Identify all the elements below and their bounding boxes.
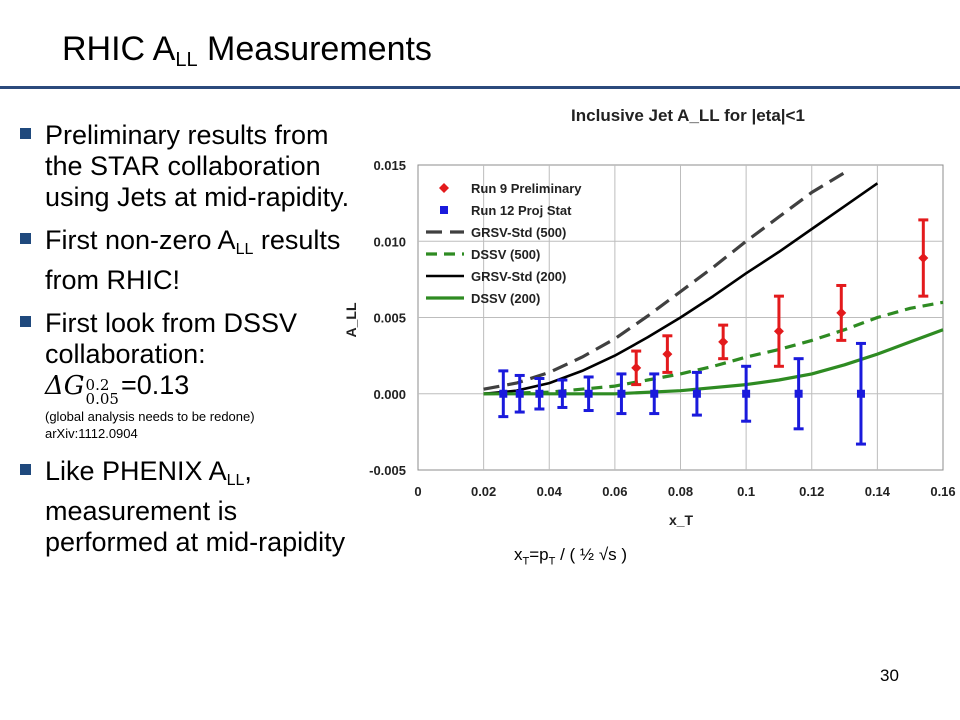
x-tick-label: 0.1 [737,484,755,499]
data-point-square [856,389,865,398]
legend-marker [439,183,449,193]
x-tick-label: 0.06 [602,484,627,499]
data-point-square [499,389,508,398]
x-tick-label: 0.08 [668,484,693,499]
bullet-item-star-results: Preliminary results from the STAR collab… [20,120,350,213]
x-tick-label: 0 [414,484,421,499]
x-tick-label: 0.04 [537,484,563,499]
y-tick-label: 0.005 [373,311,406,326]
series-line [483,300,944,396]
data-point-square [617,389,626,398]
bullet-text: First look from DSSV collaboration: ΔG 0.… [45,308,298,408]
data-point-square [584,389,593,398]
legend-label: GRSV-Std (200) [471,269,566,284]
data-point-diamond [773,326,784,337]
delta-g-value: =0.13 [120,370,190,400]
bullet-square-icon [20,316,31,327]
series-line [483,171,846,391]
data-point-square [558,389,567,398]
xt-formula: xT=pT / ( ½ √s ) [514,545,628,568]
data-point-square [742,389,751,398]
integration-limits: 0.2 0.05 [85,376,119,408]
chart-title: Inclusive Jet A_LL for |eta|<1 [571,106,805,125]
legend-label: Run 12 Proj Stat [471,203,572,218]
legend-label: Run 9 Preliminary [471,181,582,196]
y-tick-label: 0.010 [373,234,406,249]
y-tick-label: 0.015 [373,158,406,173]
x-tick-label: 0.16 [930,484,955,499]
x-axis-label: x_T [669,512,694,528]
y-tick-label: -0.005 [369,463,406,478]
y-axis-label: A_LL [343,302,359,337]
delta-g-symbol: ΔG [45,371,85,401]
arxiv-reference: arXiv:1112.0904 [45,426,138,441]
bullet-text: First non-zero ALL results from RHIC! [45,225,341,295]
data-point-diamond [631,362,642,373]
x-tick-label: 0.12 [799,484,824,499]
bullet-list: Preliminary results from the STAR collab… [20,120,350,570]
y-tick-label: 0.000 [373,387,406,402]
legend-label: DSSV (200) [471,291,540,306]
bullet-item-first-nonzero: First non-zero ALL results from RHIC! [20,225,350,296]
data-point-square [692,389,701,398]
page-number: 30 [880,666,899,685]
bullet-text: Preliminary results from the STAR collab… [45,120,350,212]
bullet-item-phenix: Like PHENIX ALL, measurement is performe… [20,456,350,558]
bullet-square-icon [20,128,31,139]
legend-label: GRSV-Std (500) [471,225,566,240]
data-point-diamond [918,253,929,264]
data-point-diamond [662,349,673,360]
data-point-square [650,389,659,398]
bullet-text: Like PHENIX ALL, measurement is performe… [45,456,346,557]
data-point-square [535,389,544,398]
data-point-square [794,389,803,398]
series-line [483,328,944,396]
data-point-square [515,389,524,398]
data-point-diamond [836,307,847,318]
slide-title: RHIC ALL Measurements [62,30,432,71]
legend-label: DSSV (500) [471,247,540,262]
bullet-note: (global analysis needs to be redone) [45,409,255,424]
bullet-square-icon [20,464,31,475]
x-tick-label: 0.14 [865,484,891,499]
series-line [483,182,879,396]
legend-marker [440,206,448,214]
title-divider [0,86,960,89]
all-chart: Inclusive Jet A_LL for |eta|<1 0 0.02 0.04… [343,106,956,528]
bullet-square-icon [20,233,31,244]
data-point-diamond [718,336,729,347]
x-tick-label: 0.02 [471,484,496,499]
bullet-item-dssv: First look from DSSV collaboration: ΔG 0.… [20,308,350,442]
